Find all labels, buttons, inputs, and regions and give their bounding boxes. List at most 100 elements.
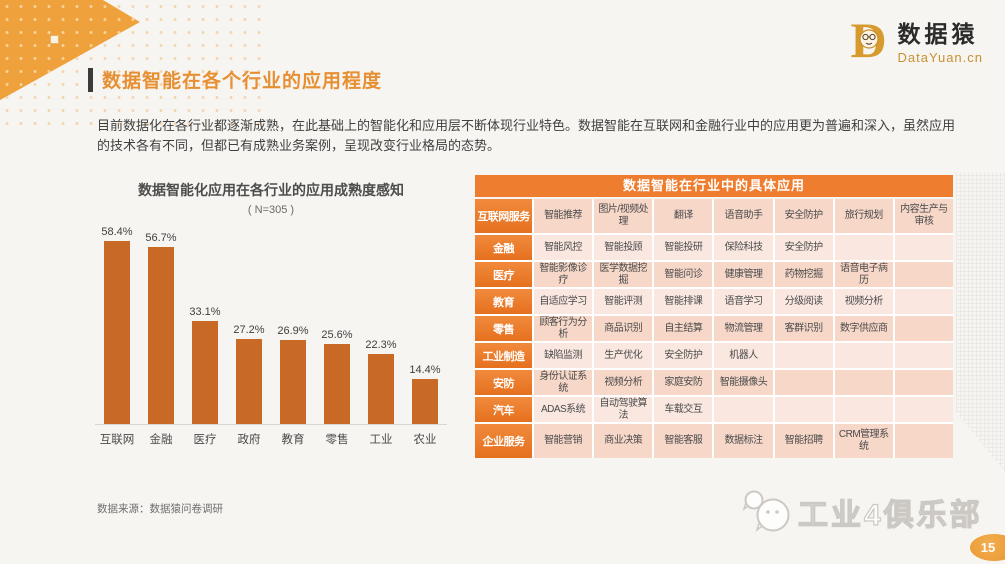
table-cell: 健康管理 bbox=[714, 262, 773, 287]
bar-value-label: 22.3% bbox=[365, 339, 397, 351]
table-cell bbox=[834, 397, 893, 422]
industry-application-table: 数据智能在行业中的具体应用 互联网服务 智能推荐 图片/视频处理 翻译 语音助手 安全防护… bbox=[475, 175, 953, 458]
table-cell: 智能影像诊疗 bbox=[534, 262, 593, 287]
intro-paragraph: 目前数据化在各行业都逐渐成熟，在此基础上的智能化和应用层不断体现行业特色。数据智… bbox=[97, 118, 956, 154]
small-square-accent bbox=[50, 35, 59, 44]
bar-category-label: 医疗 bbox=[193, 434, 217, 446]
table-cell: 身份认证系统 bbox=[534, 370, 593, 395]
table-cell: 机器人 bbox=[714, 343, 773, 368]
table-cell: 智能投顾 bbox=[594, 235, 653, 260]
chart-title: 数据智能化应用在各行业的应用成熟度感知 bbox=[138, 182, 404, 198]
bar-column: 22.3% bbox=[359, 224, 403, 424]
watermark: 工业4俱乐部 bbox=[742, 490, 983, 534]
bar-column: 25.6% bbox=[315, 224, 359, 424]
table-cell bbox=[714, 397, 773, 422]
table-cell: 安全防护 bbox=[654, 343, 713, 368]
bar-value-label: 14.4% bbox=[409, 364, 441, 376]
table-cell: 安全防护 bbox=[774, 235, 833, 260]
table-cell bbox=[894, 424, 953, 458]
table-cell: ADAS系统 bbox=[534, 397, 593, 422]
table-cell: 视频分析 bbox=[594, 370, 653, 395]
table-cell: 智能问诊 bbox=[654, 262, 713, 287]
bar bbox=[412, 379, 438, 424]
data-source-note: 数据来源：数据猿问卷调研 bbox=[97, 503, 223, 515]
table-grid: 互联网服务 智能推荐 图片/视频处理 翻译 语音助手 安全防护 旅行规划 内容生产与审核 金融智… bbox=[475, 199, 953, 458]
table-cell: 商品识别 bbox=[594, 316, 653, 341]
bar-value-label: 58.4% bbox=[101, 226, 133, 238]
table-cell: 视频分析 bbox=[834, 289, 893, 314]
bar-column: 56.7% bbox=[139, 224, 183, 424]
datayuan-logo: D 数据猿 DataYuan.cn bbox=[846, 14, 983, 66]
table-cell: 生产优化 bbox=[594, 343, 653, 368]
table-cell: 自主结算 bbox=[654, 316, 713, 341]
table-cell: 翻译 bbox=[654, 199, 713, 233]
table-cell: 缺陷监测 bbox=[534, 343, 593, 368]
bar-column: 33.1% bbox=[183, 224, 227, 424]
table-cell: 旅行规划 bbox=[834, 199, 893, 233]
table-cell: 图片/视频处理 bbox=[594, 199, 653, 233]
table-cell bbox=[774, 370, 833, 395]
bar-column: 14.4% bbox=[403, 224, 447, 424]
monkey-face-icon bbox=[858, 29, 879, 49]
table-cell: 语音电子病历 bbox=[834, 262, 893, 287]
bar-value-label: 56.7% bbox=[145, 232, 177, 244]
table-row-header: 安防 bbox=[475, 370, 532, 395]
table-cell: 家庭安防 bbox=[654, 370, 713, 395]
bar-column: 26.9% bbox=[271, 224, 315, 424]
table-cell: 智能客服 bbox=[654, 424, 713, 458]
table-row-header: 零售 bbox=[475, 316, 532, 341]
table-cell bbox=[894, 262, 953, 287]
bar-value-label: 27.2% bbox=[233, 324, 265, 336]
page-number-badge: 15 bbox=[970, 534, 1005, 561]
bar-category-labels: 互联网 金融 医疗 政府 教育 零售 工业 农业 bbox=[95, 431, 447, 447]
bar bbox=[236, 339, 262, 424]
table-cell: 客群识别 bbox=[774, 316, 833, 341]
table-cell: 顾客行为分析 bbox=[534, 316, 593, 341]
logo-domain: DataYuan.cn bbox=[897, 50, 983, 65]
side-texture-decoration bbox=[956, 172, 1005, 472]
bar-category-label: 零售 bbox=[325, 434, 349, 446]
table-cell: 药物挖掘 bbox=[774, 262, 833, 287]
table-cell: 智能风控 bbox=[534, 235, 593, 260]
table-cell bbox=[894, 343, 953, 368]
section-heading: 数据智能在各个行业的应用程度 bbox=[88, 66, 382, 93]
logo-name-cn: 数据猿 bbox=[897, 21, 979, 47]
bar-plot: 58.4% 56.7% 33.1% 27.2% 26.9% 25.6% 22.3% 14.4% bbox=[95, 224, 447, 425]
bar-category-label: 政府 bbox=[237, 434, 261, 446]
table-row-header: 企业服务 bbox=[475, 424, 532, 458]
table-row-header: 教育 bbox=[475, 289, 532, 314]
bar-column: 58.4% bbox=[95, 224, 139, 424]
bar-column: 27.2% bbox=[227, 224, 271, 424]
logo-text: 数据猿 DataYuan.cn bbox=[898, 15, 983, 65]
bar-value-label: 33.1% bbox=[189, 306, 221, 318]
table-cell: 内容生产与审核 bbox=[894, 199, 953, 233]
bar-category-label: 工业 bbox=[369, 434, 393, 446]
table-cell: CRM管理系统 bbox=[834, 424, 893, 458]
table-cell bbox=[894, 235, 953, 260]
table-title: 数据智能在行业中的具体应用 bbox=[475, 175, 953, 197]
table-cell: 商业决策 bbox=[594, 424, 653, 458]
table-cell bbox=[834, 370, 893, 395]
heading-accent-bar bbox=[88, 67, 93, 92]
table-cell: 语音学习 bbox=[714, 289, 773, 314]
table-row-header: 工业制造 bbox=[475, 343, 532, 368]
bar bbox=[280, 340, 306, 424]
bar bbox=[324, 344, 350, 424]
table-cell: 智能营销 bbox=[534, 424, 593, 458]
bar bbox=[104, 241, 130, 424]
table-cell: 物流管理 bbox=[714, 316, 773, 341]
table-cell bbox=[834, 235, 893, 260]
table-cell: 智能投研 bbox=[654, 235, 713, 260]
bar-category-label: 教育 bbox=[281, 434, 305, 446]
logo-d-monogram: D bbox=[846, 14, 892, 66]
page-number: 15 bbox=[980, 540, 996, 555]
wechat-icon bbox=[742, 490, 790, 533]
table-cell: 安全防护 bbox=[774, 199, 833, 233]
table-cell: 自动驾驶算法 bbox=[594, 397, 653, 422]
table-cell: 数字供应商 bbox=[834, 316, 893, 341]
bar-category-label: 金融 bbox=[149, 434, 173, 446]
bar-category-label: 农业 bbox=[413, 434, 437, 446]
bar-category-label: 互联网 bbox=[99, 434, 135, 446]
maturity-bar-chart: 数据智能化应用在各行业的应用成熟度感知 ( N=305 ) 58.4% 56.7%… bbox=[95, 180, 447, 447]
table-cell bbox=[894, 316, 953, 341]
